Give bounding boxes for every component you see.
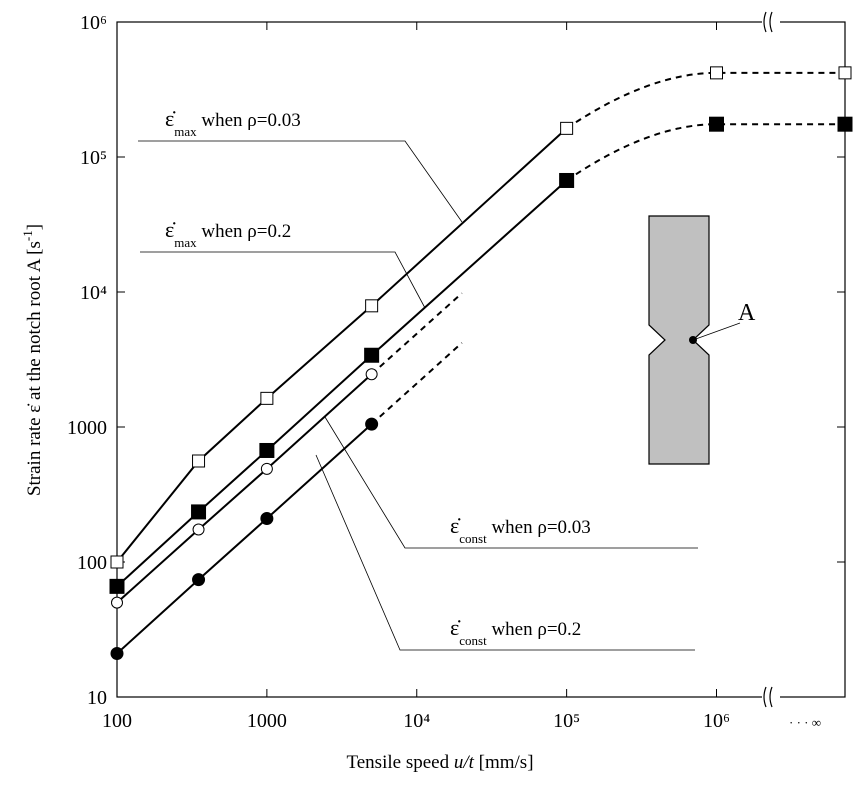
data-point: [838, 66, 852, 80]
markers: [109, 66, 853, 661]
y-axis-label: Strain rate ε̇ at the notch root A [s-1]: [20, 224, 45, 496]
annotation-symbol: ε̇: [450, 615, 461, 640]
data-point: [260, 512, 274, 526]
annotation-text: when ρ=0.2: [197, 221, 292, 242]
x-axis-label-end: [mm/s]: [474, 752, 534, 773]
annotation-symbol: ε̇: [450, 513, 461, 538]
series-line: [116, 423, 373, 655]
series-line: [116, 373, 373, 604]
series-dashed-line: [566, 71, 845, 130]
annotation-symbol: ε̇: [165, 106, 176, 131]
data-point: [192, 523, 205, 536]
x-tick-label: 1000: [247, 710, 287, 732]
x-tick-label: · · · ∞: [789, 715, 821, 730]
annotation: ε̇max when ρ=0.03: [165, 106, 301, 139]
data-point: [110, 555, 124, 569]
data-point: [709, 116, 725, 132]
lines: [116, 71, 845, 655]
series-extension: [370, 342, 463, 425]
series-line: [116, 127, 568, 563]
x-tick-label: 10⁴: [403, 710, 430, 732]
data-point: [260, 391, 274, 405]
data-point: [710, 66, 724, 80]
y-tick-label: 100: [77, 552, 107, 574]
plot-frame: [116, 21, 846, 698]
data-point: [191, 504, 207, 520]
annotation: ε̇const when ρ=0.2: [450, 615, 581, 648]
data-point: [365, 417, 379, 431]
data-point: [259, 442, 275, 458]
data-point: [365, 299, 379, 313]
data-point: [364, 347, 380, 363]
annotation-symbol: ε̇: [165, 217, 176, 242]
annotation: ε̇const when ρ=0.03: [450, 513, 591, 546]
annotation-sub: const: [459, 531, 487, 546]
y-tick-label: 10: [87, 687, 107, 709]
series-dashed-line: [566, 123, 845, 182]
data-point: [192, 573, 206, 587]
data-point: [109, 578, 125, 594]
x-tick-label: 10⁵: [553, 710, 580, 732]
annotation-sub: const: [459, 633, 487, 648]
y-tick-label: 10⁶: [80, 12, 107, 34]
data-point: [560, 121, 574, 135]
data-point: [260, 462, 273, 475]
y-tick-label: 10⁴: [80, 282, 107, 304]
annotation-sub: max: [174, 124, 197, 139]
x-axis-label-text: Tensile speed: [346, 752, 453, 773]
y-axis-label-sup: -1: [20, 230, 35, 241]
annotation: ε̇max when ρ=0.2: [165, 217, 291, 250]
y-tick-label: 10⁵: [80, 147, 107, 169]
series-extension: [370, 292, 463, 375]
axis-break: [762, 10, 780, 709]
x-tick-label: 10⁶: [703, 710, 730, 732]
x-axis-label-italic: u/t: [454, 752, 475, 773]
data-point: [110, 647, 124, 661]
annotation-sub: max: [174, 235, 197, 250]
x-axis-label: Tensile speed u/t [mm/s]: [346, 752, 533, 773]
leader-line: [138, 140, 698, 651]
specimen-label: A: [738, 300, 756, 326]
y-tick-label: 1000: [67, 417, 107, 439]
y-axis-label-end: ]: [24, 224, 45, 230]
data-point: [837, 116, 853, 132]
specimen-diagram: [648, 215, 741, 465]
data-point: [192, 454, 206, 468]
y-axis-label-text: Strain rate ε̇ at the notch root A [s: [24, 241, 45, 496]
data-point: [365, 368, 378, 381]
annotation-text: when ρ=0.03: [197, 110, 301, 131]
data-point: [111, 596, 123, 609]
annotation-text: when ρ=0.03: [487, 517, 591, 538]
x-tick-label: 100: [102, 710, 132, 732]
annotation-text: when ρ=0.2: [487, 619, 582, 640]
data-point: [559, 172, 575, 188]
